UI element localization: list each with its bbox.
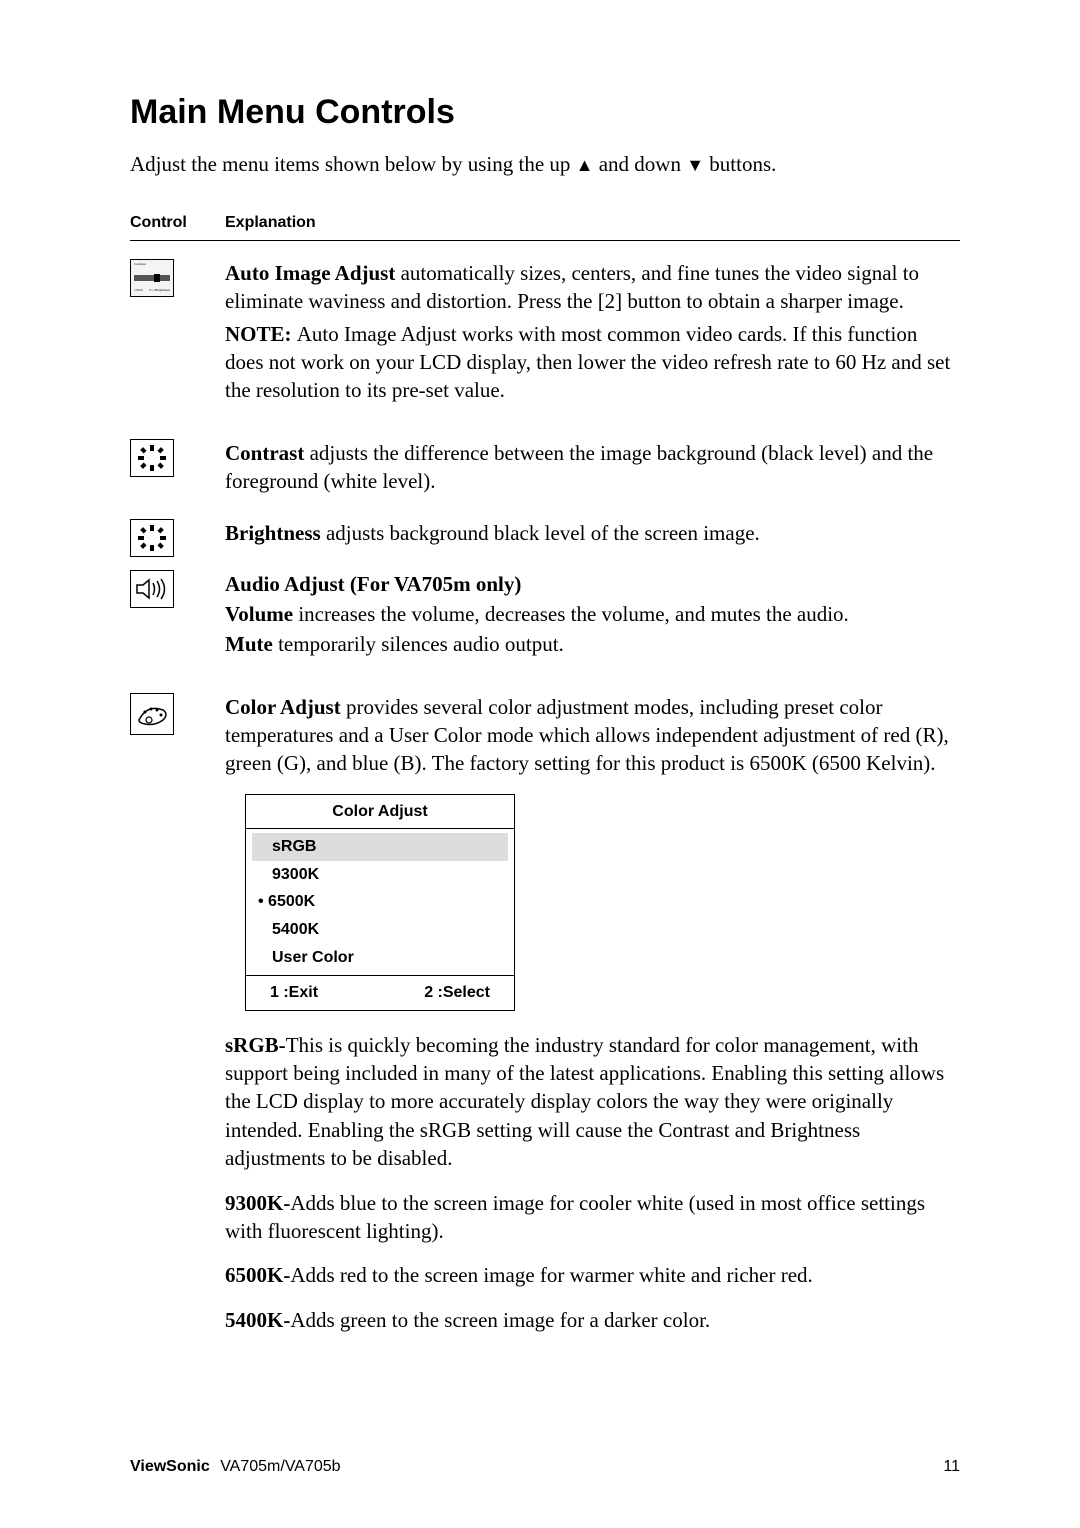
brightness-text: adjusts background black level of the sc…: [326, 521, 760, 545]
audio-title: Audio Adjust (For VA705m only): [225, 570, 960, 598]
k5400-para: 5400K-Adds green to the screen image for…: [225, 1306, 960, 1334]
footer-model: VA705m/VA705b: [220, 1458, 340, 1475]
auto-adjust-icon: Contrast 1:Exit2:☼Brightness: [130, 259, 174, 297]
intro-p3: buttons.: [704, 152, 776, 176]
col-control: Control: [130, 212, 225, 234]
row-auto-image: Contrast 1:Exit2:☼Brightness Auto Image …: [130, 259, 960, 421]
row-brightness: Brightness adjusts background black leve…: [130, 519, 960, 563]
color-adjust-menu: Color Adjust sRGB9300K6500K5400KUser Col…: [245, 794, 515, 1011]
row-audio: Audio Adjust (For VA705m only) Volume in…: [130, 570, 960, 675]
note-text: Auto Image Adjust works with most common…: [225, 322, 950, 403]
menu-title: Color Adjust: [246, 795, 514, 830]
audio-icon: [130, 570, 174, 608]
auto-image-note: NOTE: Auto Image Adjust works with most …: [225, 320, 960, 405]
menu-item[interactable]: sRGB: [252, 833, 508, 861]
contrast-text: adjusts the difference between the image…: [225, 441, 933, 493]
arrow-down-icon: ▼: [686, 155, 704, 175]
page-heading: Main Menu Controls: [130, 90, 960, 136]
menu-item[interactable]: 5400K: [252, 916, 508, 944]
k9300-bold: 9300K-: [225, 1191, 290, 1215]
menu-item[interactable]: 6500K: [252, 888, 508, 916]
contrast-bold: Contrast: [225, 441, 310, 465]
brightness-icon: [130, 519, 174, 557]
k5400-text: Adds green to the screen image for a dar…: [290, 1308, 710, 1332]
volume-bold: Volume: [225, 602, 298, 626]
brightness-bold: Brightness: [225, 521, 326, 545]
mute-bold: Mute: [225, 632, 278, 656]
col-explanation: Explanation: [225, 212, 316, 234]
k6500-text: Adds red to the screen image for warmer …: [290, 1263, 812, 1287]
menu-item[interactable]: User Color: [252, 944, 508, 972]
k6500-para: 6500K-Adds red to the screen image for w…: [225, 1261, 960, 1289]
auto-image-para: Auto Image Adjust automatically sizes, c…: [225, 259, 960, 316]
contrast-icon: [130, 439, 174, 477]
audio-mute: Mute temporarily silences audio output.: [225, 630, 960, 658]
row-contrast: Contrast adjusts the difference between …: [130, 439, 960, 512]
intro-text: Adjust the menu items shown below by usi…: [130, 150, 960, 178]
srgb-bold: sRGB-: [225, 1033, 286, 1057]
intro-p1: Adjust the menu items shown below by usi…: [130, 152, 576, 176]
page-footer: ViewSonic VA705m/VA705b 11: [130, 1456, 960, 1478]
mute-text: temporarily silences audio output.: [278, 632, 564, 656]
color-adjust-icon: [130, 693, 174, 735]
color-para: Color Adjust provides several color adju…: [225, 693, 960, 778]
k9300-para: 9300K-Adds blue to the screen image for …: [225, 1189, 960, 1246]
intro-p2: and down: [593, 152, 686, 176]
brightness-para: Brightness adjusts background black leve…: [225, 519, 960, 547]
row-color: Color Adjust provides several color adju…: [130, 693, 960, 1350]
color-bold: Color Adjust: [225, 695, 346, 719]
page-number: 11: [943, 1456, 960, 1478]
k5400-bold: 5400K-: [225, 1308, 290, 1332]
auto-image-bold: Auto Image Adjust: [225, 261, 401, 285]
note-bold: NOTE:: [225, 322, 297, 346]
srgb-text: This is quickly becoming the industry st…: [225, 1033, 944, 1170]
menu-item[interactable]: 9300K: [252, 861, 508, 889]
arrow-up-icon: ▲: [576, 155, 594, 175]
volume-text: increases the volume, decreases the volu…: [298, 602, 848, 626]
audio-volume: Volume increases the volume, decreases t…: [225, 600, 960, 628]
table-header: Control Explanation: [130, 206, 960, 241]
footer-brand: ViewSonic: [130, 1458, 210, 1475]
srgb-para: sRGB-This is quickly becoming the indust…: [225, 1031, 960, 1173]
menu-select[interactable]: 2 :Select: [424, 982, 490, 1004]
k6500-bold: 6500K-: [225, 1263, 290, 1287]
contrast-para: Contrast adjusts the difference between …: [225, 439, 960, 496]
k9300-text: Adds blue to the screen image for cooler…: [225, 1191, 925, 1243]
menu-exit[interactable]: 1 :Exit: [270, 982, 318, 1004]
